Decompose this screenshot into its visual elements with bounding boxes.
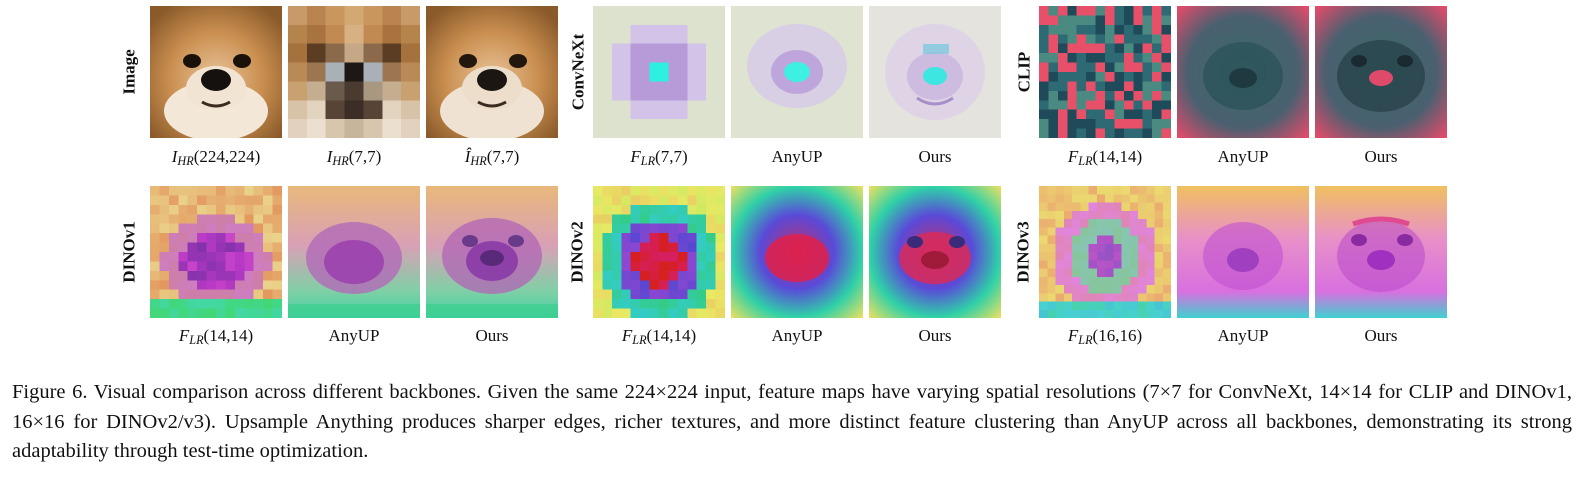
caption-convnext-flr: FLR(7,7) <box>630 147 688 169</box>
row-label-clip: CLIP <box>1014 51 1033 93</box>
caption-dinov3-flr: FLR(16,16) <box>1067 326 1143 348</box>
caption-dinov2-ours: Ours <box>918 326 952 345</box>
dinov1-anyup <box>288 186 420 318</box>
figure-caption: Figure 6. Visual comparison across diffe… <box>12 378 1572 467</box>
figure-6: Image DINOv1 <box>120 6 1447 348</box>
caption-convnext-anyup: AnyUP <box>771 147 823 166</box>
row-label-convnext: ConvNeXt <box>568 33 587 111</box>
figure-caption-label: Figure 6. <box>12 381 88 403</box>
figure-caption-text: Visual comparison across different backb… <box>12 381 1572 462</box>
convnext-flr <box>593 6 725 138</box>
dinov3-flr <box>1039 186 1171 318</box>
row-label-dinov2: DINOv2 <box>568 221 587 283</box>
clip-ours <box>1315 6 1447 138</box>
dinov3-anyup <box>1177 186 1309 318</box>
caption-clip-ours: Ours <box>1364 147 1398 166</box>
caption-dinov3-anyup: AnyUP <box>1217 326 1269 345</box>
dinov3-ours <box>1315 186 1447 318</box>
caption-dinov2-flr: FLR(14,14) <box>621 326 697 348</box>
image-hr-7x7 <box>288 6 420 138</box>
image-reconstructed-7x7 <box>426 6 558 138</box>
caption-dinov3-ours: Ours <box>1364 326 1398 345</box>
dinov2-anyup <box>731 186 863 318</box>
image-hr-224 <box>150 6 282 138</box>
caption-i-hat-hr-7: ÎHR(7,7) <box>464 147 520 169</box>
dinov2-flr <box>593 186 725 318</box>
caption-clip-anyup: AnyUP <box>1217 147 1269 166</box>
caption-i-hr-224: IHR(224,224) <box>171 147 261 169</box>
convnext-ours <box>869 6 1001 138</box>
row-label-dinov3: DINOv3 <box>1014 221 1033 283</box>
clip-flr <box>1039 6 1171 138</box>
dinov1-ours <box>426 186 558 318</box>
dinov1-flr <box>150 186 282 318</box>
clip-anyup <box>1177 6 1309 138</box>
caption-dinov1-ours: Ours <box>475 326 509 345</box>
caption-dinov1-anyup: AnyUP <box>328 326 380 345</box>
caption-i-hr-7: IHR(7,7) <box>326 147 382 169</box>
row-label-image: Image <box>120 49 140 95</box>
caption-clip-flr: FLR(14,14) <box>1067 147 1143 169</box>
row-label-dinov1: DINOv1 <box>120 221 139 283</box>
caption-dinov1-flr: FLR(14,14) <box>178 326 254 348</box>
caption-convnext-ours: Ours <box>918 147 952 166</box>
caption-dinov2-anyup: AnyUP <box>771 326 823 345</box>
dinov2-ours <box>869 186 1001 318</box>
convnext-anyup <box>731 6 863 138</box>
